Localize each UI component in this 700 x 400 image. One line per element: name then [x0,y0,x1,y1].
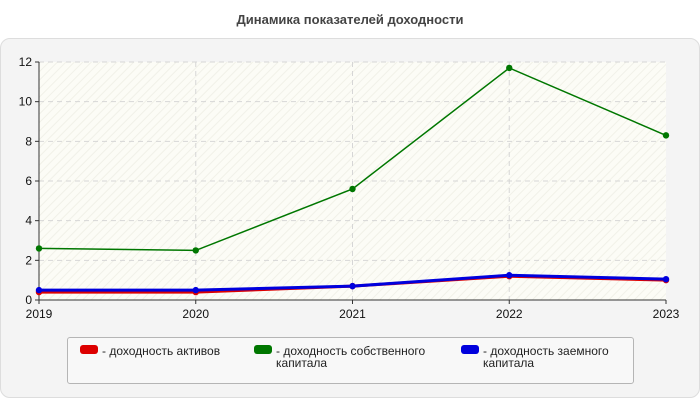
data-point-debt [506,272,513,279]
x-tick-label: 2020 [182,307,209,321]
y-tick-label: 6 [25,174,32,188]
legend-label-equity: - доходность собственного капитала [276,344,426,370]
x-tick-label: 2019 [26,307,53,321]
data-point-debt [35,286,43,294]
y-tick-label: 10 [19,95,33,109]
chart-title: Динамика показателей доходности [236,12,464,27]
y-tick-label: 12 [19,55,33,69]
data-point-debt [349,282,356,290]
x-tick-label: 2023 [653,307,680,321]
y-tick-label: 4 [25,214,32,228]
legend-label-debt: - доходность заемного капитала [483,344,609,370]
grid [39,61,666,300]
legend-swatch-equity [254,345,272,354]
legend: - доходность активов - доходность собств… [67,337,634,384]
y-tick-label: 8 [25,134,32,148]
data-point-equity [192,247,199,254]
y-tick-label: 0 [25,293,32,307]
legend-label-assets: - доходность активов [102,344,221,358]
series-group [35,64,670,296]
data-point-equity [35,245,43,252]
x-tick-label: 2021 [339,307,366,321]
data-point-debt [662,275,670,283]
y-tick-label: 2 [25,253,32,267]
data-point-equity [662,132,670,139]
x-tick-label: 2022 [496,307,523,321]
axes: 0 2 4 6 8 10 12 2019 2020 2021 2022 2023 [19,55,680,321]
data-point-equity [506,64,513,72]
data-point-equity [349,185,356,193]
legend-swatch-debt [461,345,479,354]
legend-swatch-assets [80,345,98,354]
data-point-debt [192,286,199,294]
